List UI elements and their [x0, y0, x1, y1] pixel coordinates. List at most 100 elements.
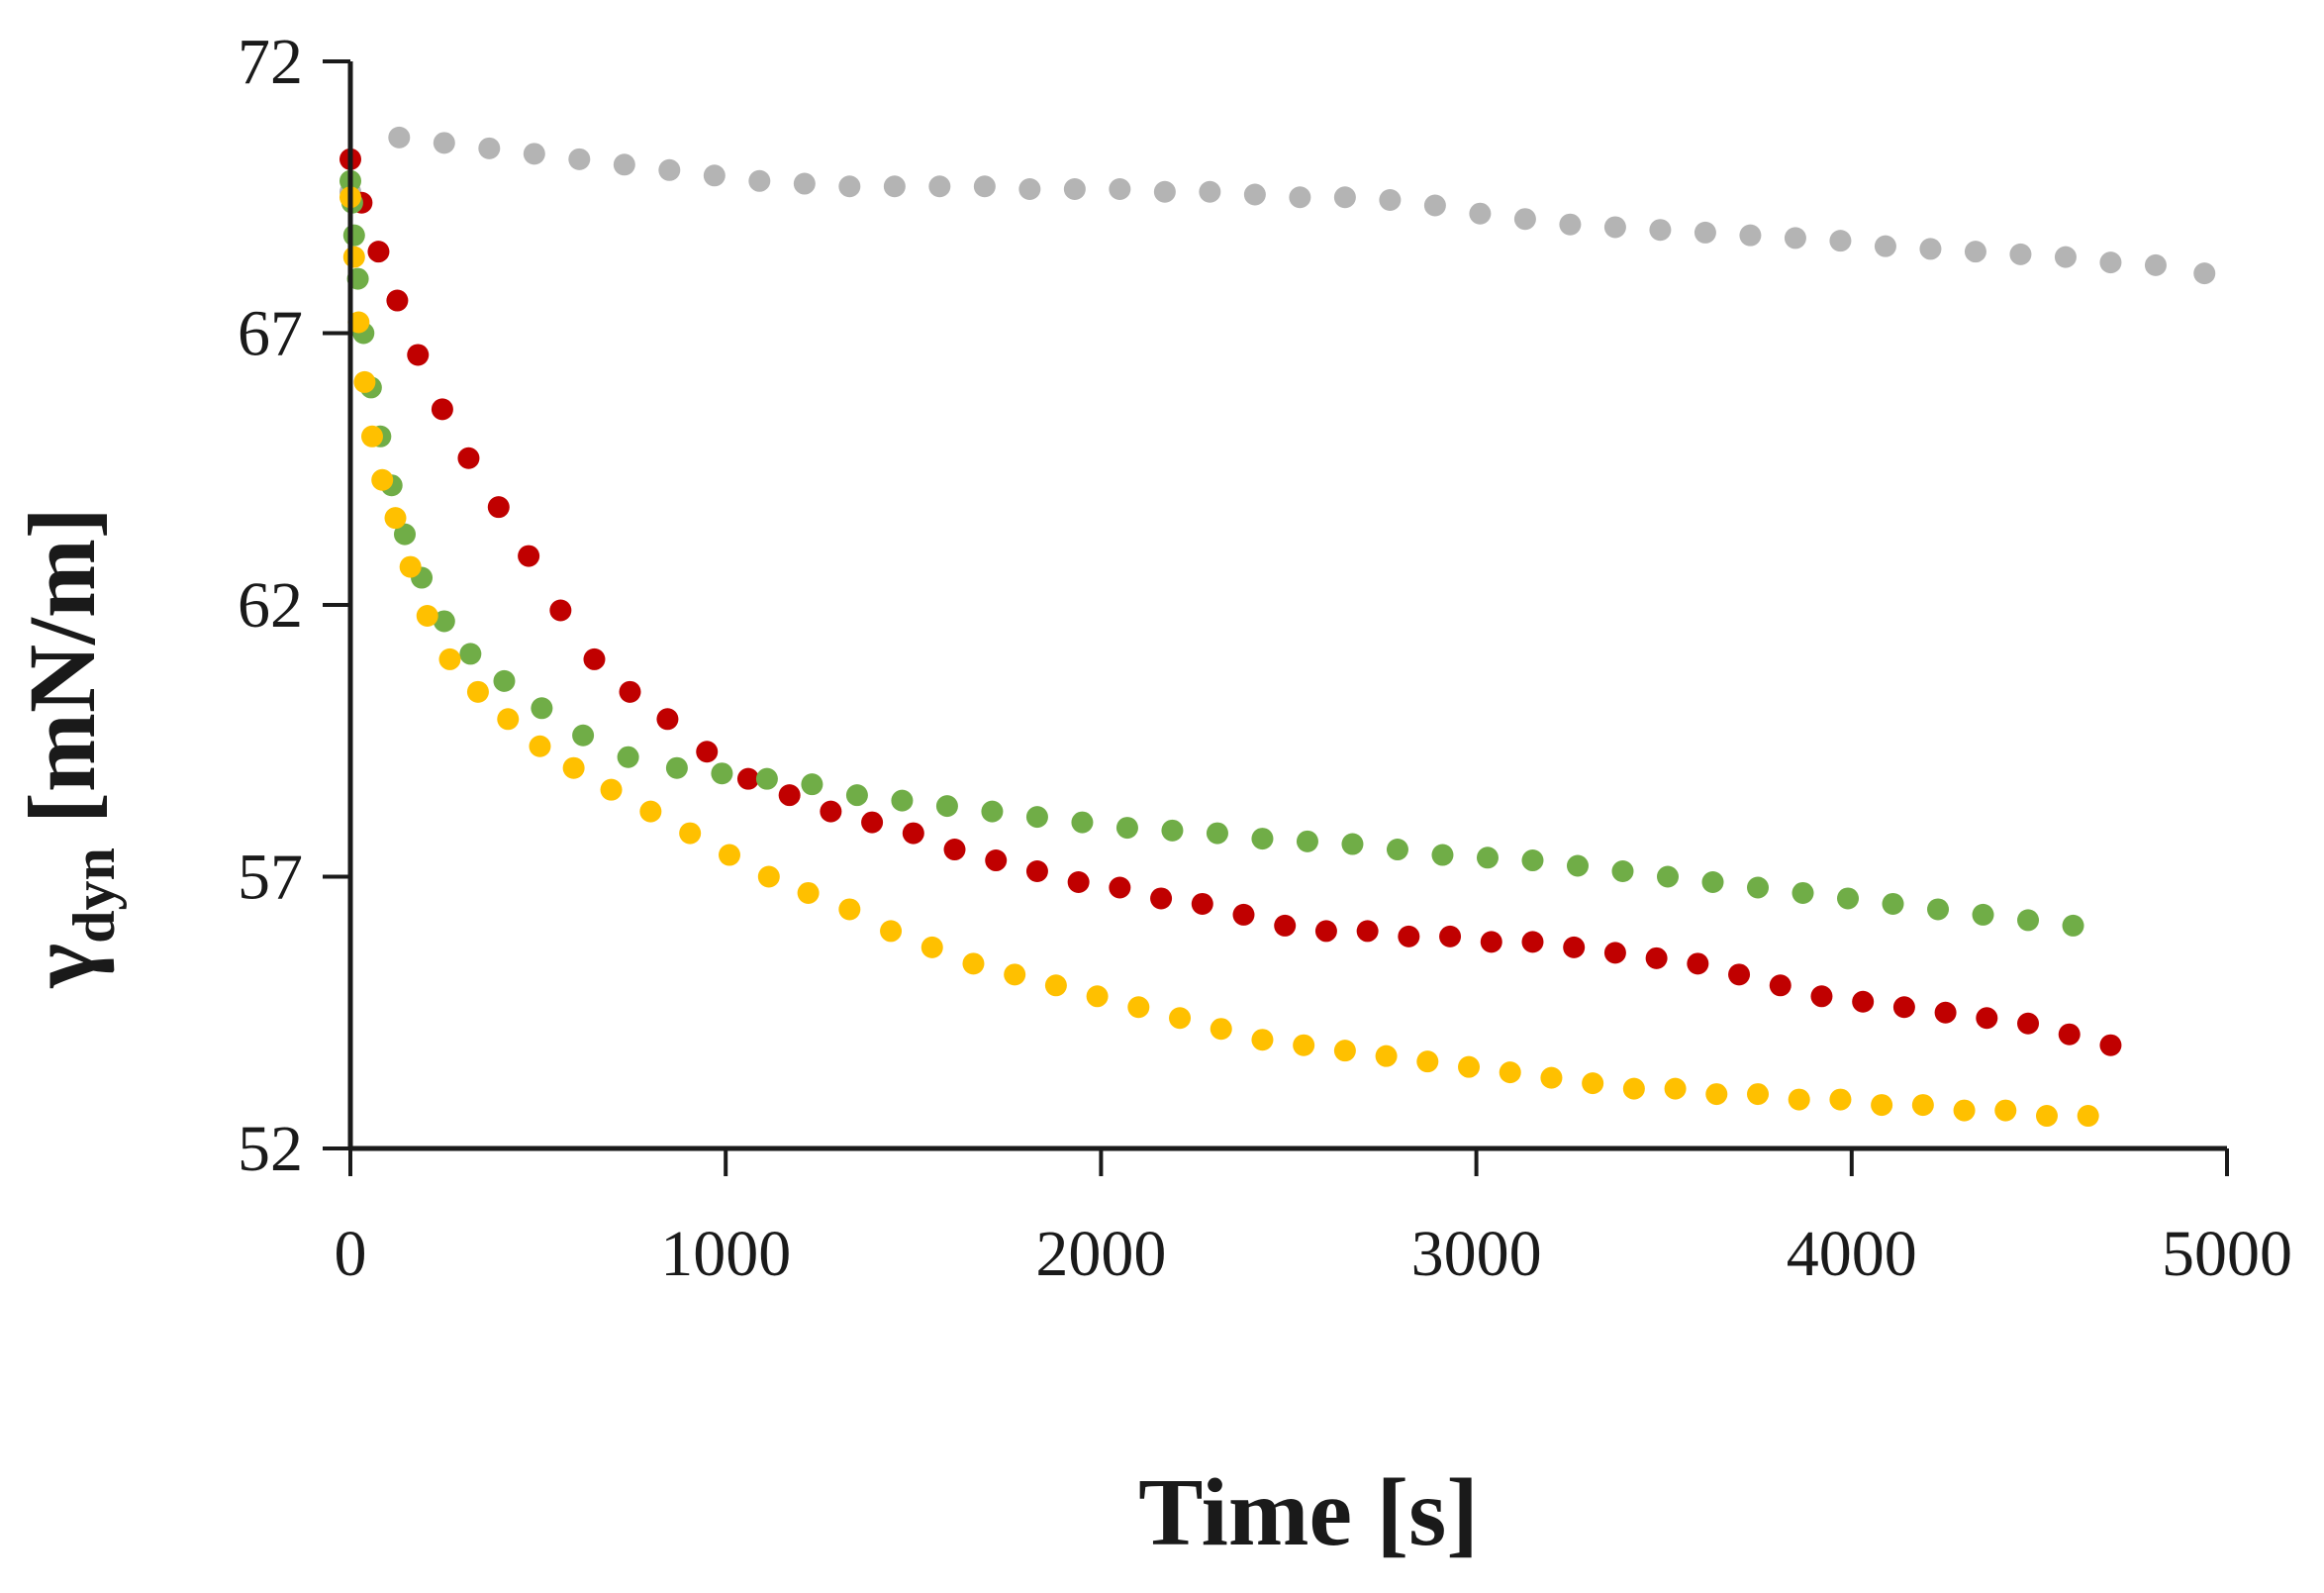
- data-point-grey: [1153, 180, 1176, 203]
- data-point-green: [1025, 806, 1048, 829]
- data-point-red: [902, 822, 924, 845]
- data-point-red: [1976, 1007, 1998, 1030]
- data-point-grey: [1603, 216, 1626, 239]
- data-point-green: [2017, 909, 2040, 932]
- data-point-red: [985, 849, 1008, 872]
- data-point-yellow: [679, 822, 702, 845]
- data-point-green: [1296, 830, 1318, 852]
- data-point-yellow: [466, 680, 489, 703]
- data-point-green: [572, 724, 595, 747]
- data-point-yellow: [1044, 974, 1067, 997]
- data-point-yellow: [1169, 1007, 1192, 1030]
- data-point-yellow: [1251, 1029, 1274, 1051]
- data-point-red: [1852, 990, 1875, 1013]
- data-point-yellow: [1994, 1099, 2017, 1122]
- x-tick-label: 5000: [2162, 1218, 2292, 1290]
- data-point-yellow: [1911, 1094, 1934, 1117]
- data-point-red: [2058, 1023, 2081, 1045]
- data-point-red: [1314, 920, 1337, 943]
- data-point-grey: [883, 175, 906, 198]
- data-point-red: [619, 680, 641, 703]
- series-grey: [339, 126, 2216, 285]
- data-point-yellow: [360, 425, 383, 448]
- data-point-grey: [658, 158, 681, 181]
- data-point-yellow: [600, 778, 623, 801]
- data-point-yellow: [797, 881, 820, 904]
- data-point-yellow: [1127, 996, 1150, 1019]
- data-point-grey: [928, 175, 951, 198]
- y-ticks: 52 57 62 67 72: [238, 26, 350, 1185]
- data-point-yellow: [1871, 1094, 1893, 1117]
- data-point-green: [393, 523, 416, 546]
- data-point-red: [1109, 876, 1131, 899]
- data-point-grey: [1018, 178, 1041, 201]
- data-point-grey: [1513, 208, 1536, 231]
- data-point-grey: [1289, 186, 1311, 209]
- data-point-grey: [1469, 202, 1492, 225]
- data-point-red: [2017, 1012, 2040, 1035]
- data-point-green: [1882, 892, 1904, 915]
- data-point-grey: [388, 126, 411, 149]
- series-yellow: [339, 186, 2099, 1128]
- data-point-green: [665, 756, 688, 779]
- data-point-yellow: [1582, 1072, 1604, 1095]
- data-point-red: [1274, 914, 1297, 937]
- data-point-grey: [1243, 183, 1266, 206]
- data-point-red: [1810, 985, 1833, 1008]
- data-point-yellow: [1829, 1088, 1852, 1111]
- data-point-green: [1115, 817, 1138, 840]
- data-point-green: [459, 643, 482, 665]
- data-point-red: [1521, 931, 1544, 953]
- data-point-red: [386, 289, 409, 312]
- data-point-grey: [2099, 251, 2122, 274]
- y-axis-unit: [mN/m]: [9, 507, 115, 847]
- data-point-grey: [2009, 243, 2032, 265]
- data-point-yellow: [416, 604, 438, 627]
- data-point-grey: [1559, 213, 1582, 236]
- y-axis-subscript: dyn: [61, 847, 127, 944]
- plot-series: [339, 126, 2216, 1128]
- data-point-red: [861, 811, 884, 834]
- data-point-green: [1656, 865, 1679, 888]
- data-point-green: [1837, 887, 1860, 910]
- data-point-red: [1563, 936, 1586, 958]
- data-point-yellow: [757, 865, 780, 888]
- data-point-green: [1341, 833, 1364, 855]
- y-tick-label: 72: [238, 26, 303, 98]
- data-point-green: [1927, 898, 1950, 921]
- data-point-yellow: [1004, 963, 1026, 986]
- x-axis-title: Time [s]: [1138, 1459, 1479, 1566]
- data-point-red: [1439, 925, 1462, 947]
- data-point-red: [1769, 974, 1791, 997]
- data-point-red: [518, 545, 540, 567]
- data-point-green: [981, 800, 1004, 823]
- data-point-red: [820, 800, 842, 823]
- y-tick-label: 62: [238, 569, 303, 642]
- data-point-grey: [748, 169, 771, 192]
- data-point-green: [845, 784, 868, 807]
- data-point-green: [755, 767, 778, 790]
- x-ticks: 0 1000 2000 3000 4000 5000: [335, 1148, 2292, 1290]
- data-point-yellow: [639, 800, 662, 823]
- x-tick-label: 1000: [660, 1218, 791, 1290]
- data-point-red: [656, 708, 679, 731]
- data-point-yellow: [718, 844, 740, 866]
- data-point-yellow: [1622, 1077, 1645, 1100]
- data-point-grey: [1379, 188, 1402, 211]
- data-point-yellow: [962, 952, 985, 975]
- data-point-yellow: [384, 507, 407, 530]
- data-point-yellow: [1293, 1034, 1315, 1056]
- data-point-grey: [1964, 241, 1986, 263]
- data-point-grey: [1919, 238, 1942, 260]
- data-point-red: [457, 447, 480, 469]
- x-tick-label: 2000: [1035, 1218, 1166, 1290]
- y-tick-label: 57: [238, 842, 303, 914]
- data-point-grey: [1784, 227, 1806, 249]
- data-point-green: [891, 789, 914, 812]
- series-green: [339, 169, 2084, 937]
- data-point-grey: [793, 172, 816, 195]
- data-point-green: [1611, 860, 1634, 883]
- data-point-green: [531, 697, 553, 720]
- data-point-red: [367, 241, 390, 263]
- data-point-red: [1480, 931, 1502, 953]
